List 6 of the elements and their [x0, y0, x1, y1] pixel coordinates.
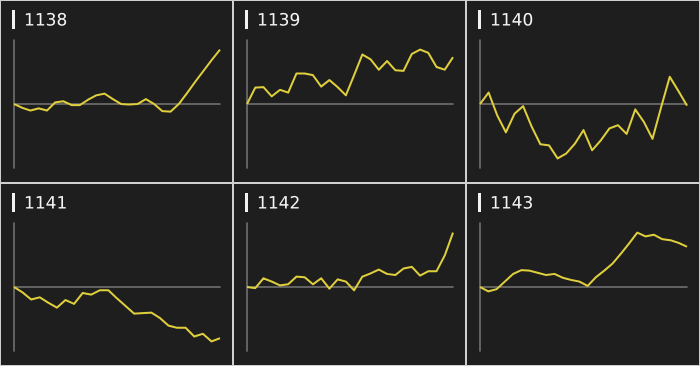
chart-title: 1139 [257, 10, 300, 30]
chart-title: 1143 [490, 194, 534, 214]
chart-title: 1138 [24, 10, 68, 30]
chart-title: 1141 [24, 194, 68, 214]
chart-title: 1140 [490, 10, 534, 30]
chart-title: 1142 [257, 194, 300, 214]
